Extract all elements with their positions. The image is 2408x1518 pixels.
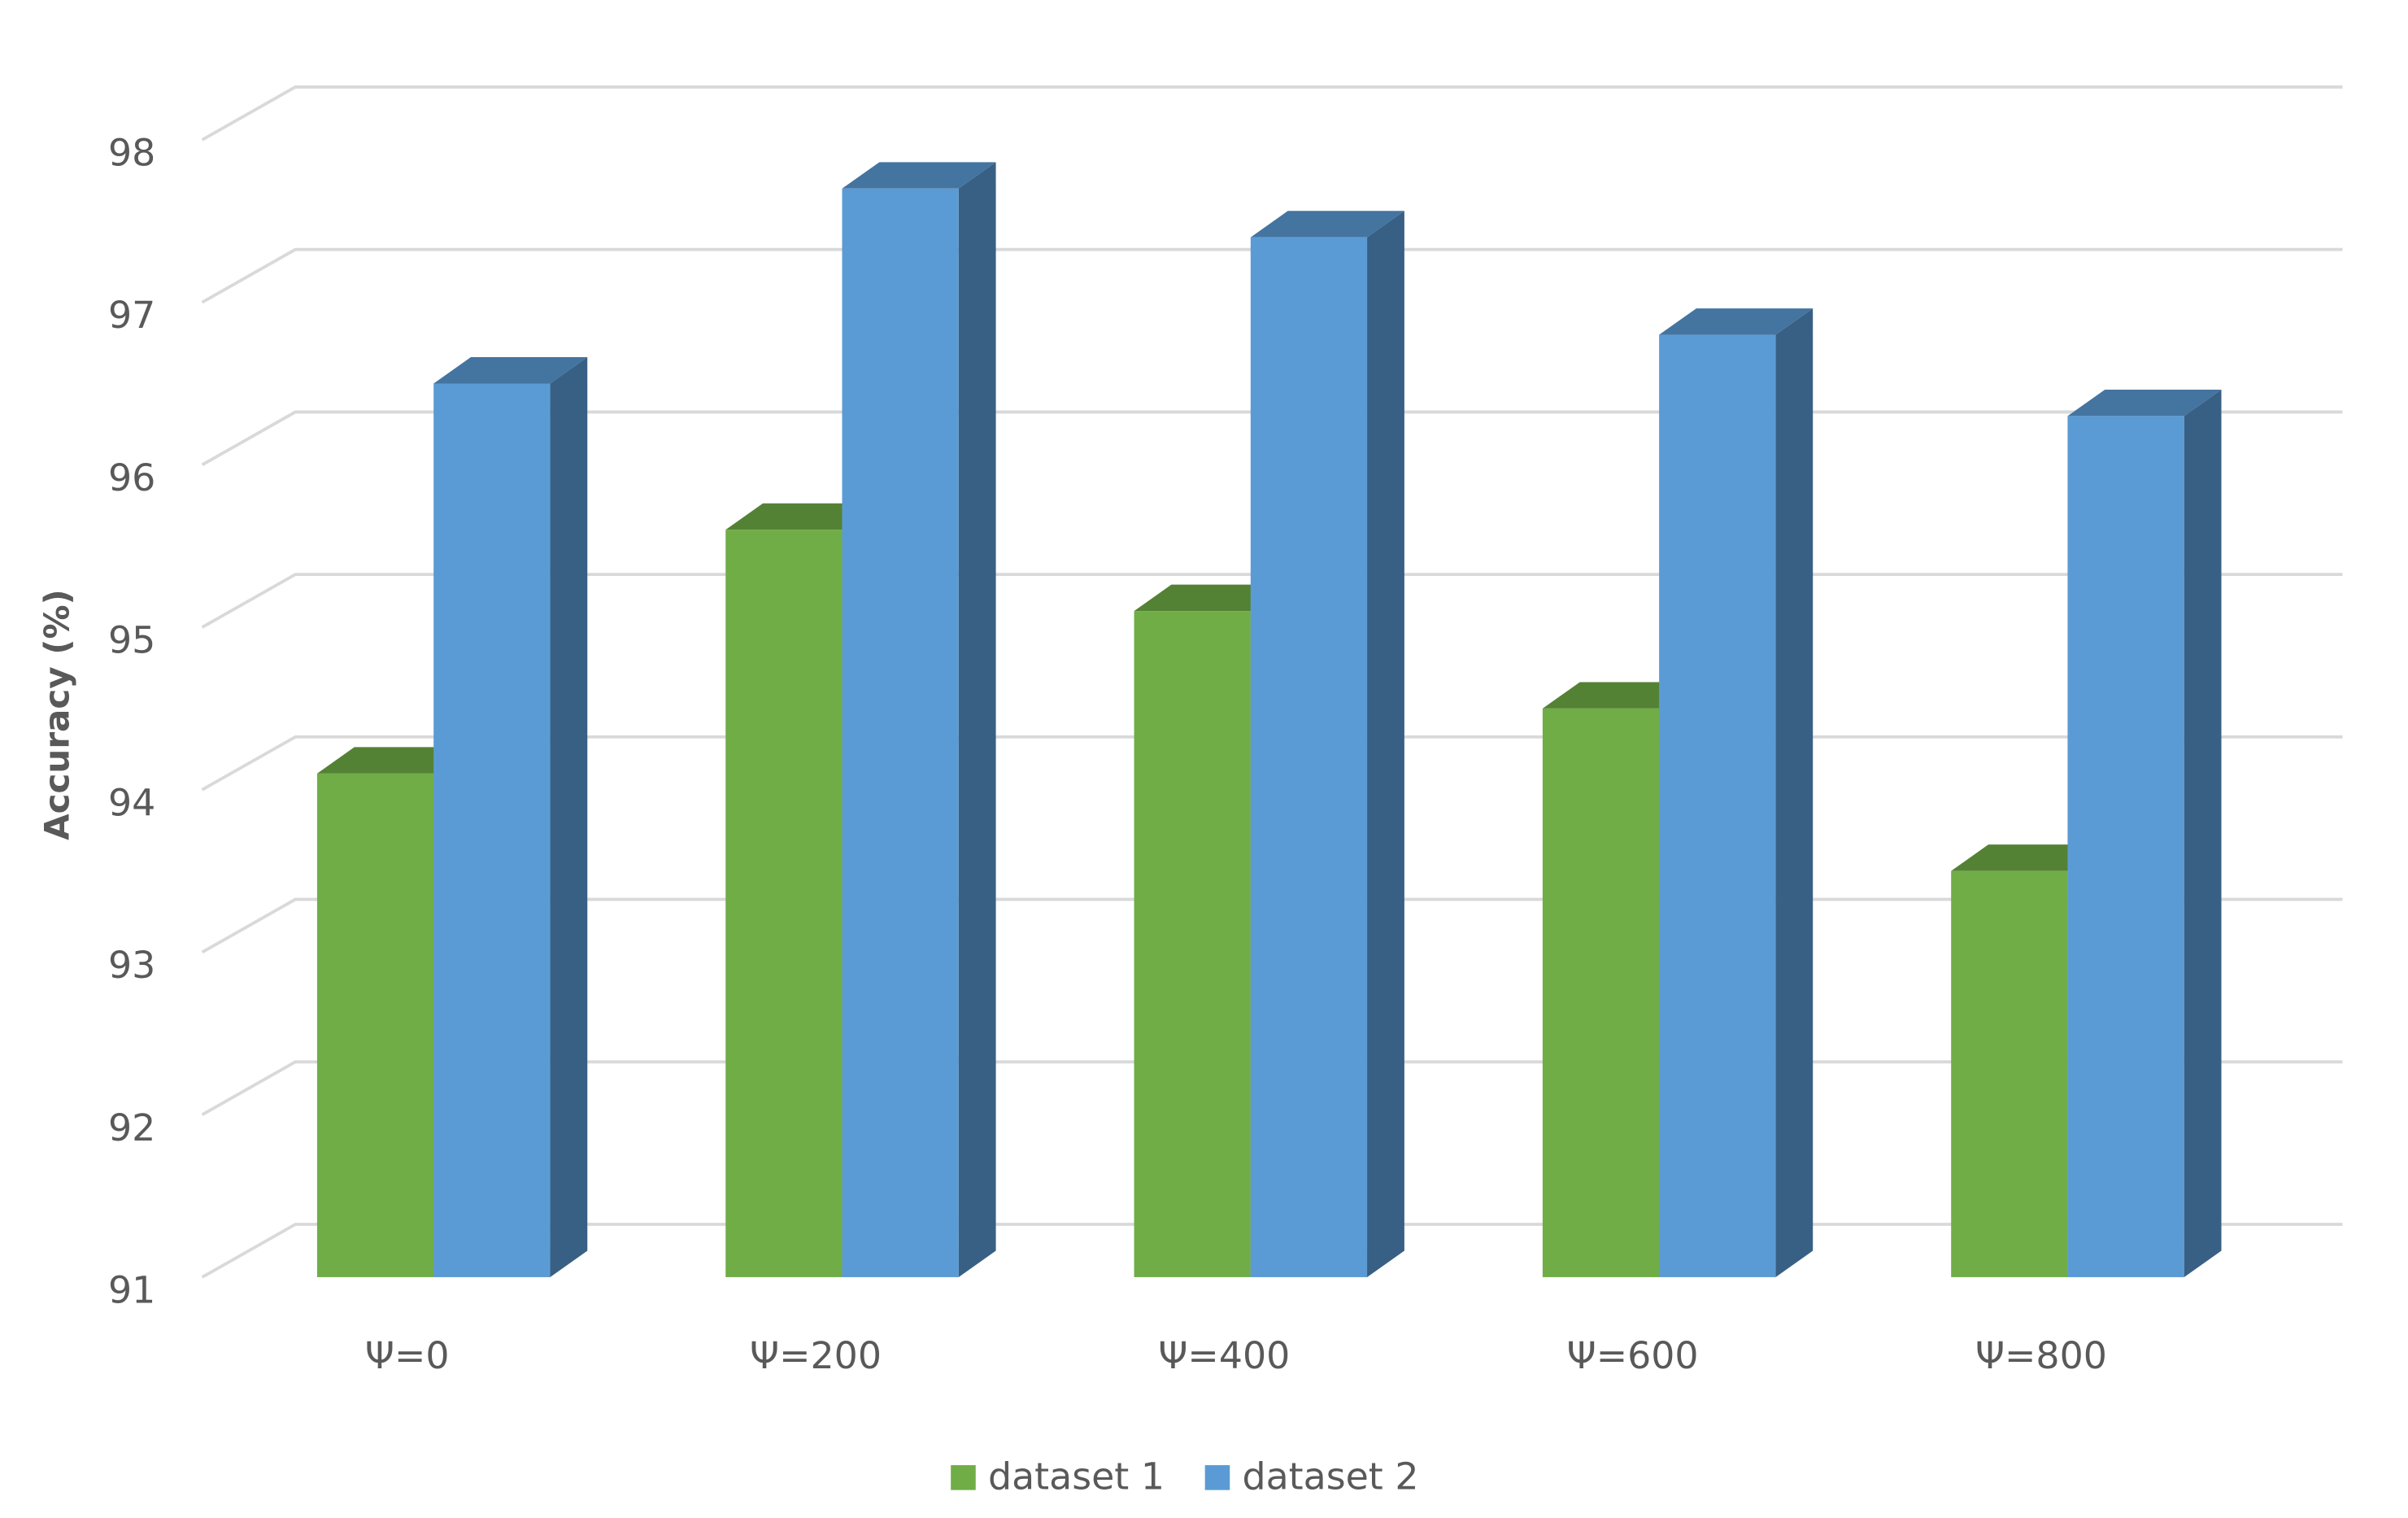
x-tick-label: Ψ=0 [365,1333,450,1377]
bar-side [1775,308,1814,1277]
x-tick-label: Ψ=800 [1975,1333,2107,1377]
y-axis-label: Accuracy (%) [37,589,76,840]
bar [1250,237,1368,1277]
bar-top [725,503,880,530]
bar [316,773,434,1277]
grid-line [201,247,2343,304]
bar-top [1250,211,1404,238]
x-tick-label: Ψ=200 [750,1333,882,1377]
y-tick-label: 97 [108,293,155,337]
bar-top [1542,682,1696,709]
bar-top [433,357,588,384]
bar-side [958,162,996,1277]
bar [1134,611,1251,1277]
y-tick-label: 98 [108,130,155,174]
legend-label: dataset 2 [1243,1455,1419,1498]
bar [2067,416,2184,1277]
bar [842,188,959,1277]
bar-side [550,357,588,1277]
bar-top [1659,308,1814,335]
x-tick-label: Ψ=400 [1158,1333,1290,1377]
x-tick-label: Ψ=600 [1567,1333,1699,1377]
bar [725,530,843,1277]
y-tick-label: 93 [108,943,155,987]
bar [1542,708,1660,1277]
bar [1659,334,1776,1277]
legend-swatch [1204,1465,1230,1490]
bar-side [2184,389,2222,1277]
legend-label: dataset 1 [988,1455,1165,1498]
bar-top [1134,584,1288,612]
y-tick-label: 95 [108,618,155,662]
y-tick-label: 94 [108,780,155,824]
y-tick-label: 96 [108,456,155,499]
bar-top [316,747,472,774]
bar-top [842,162,996,189]
bar-top [1951,844,2105,871]
bar-top [2067,389,2222,417]
y-tick-label: 91 [108,1268,155,1312]
y-tick-label: 92 [108,1106,155,1149]
legend-swatch [951,1465,976,1490]
grid-line [201,85,2343,142]
bar-side [1367,211,1404,1277]
bar [1951,870,2068,1277]
bar [433,383,551,1277]
